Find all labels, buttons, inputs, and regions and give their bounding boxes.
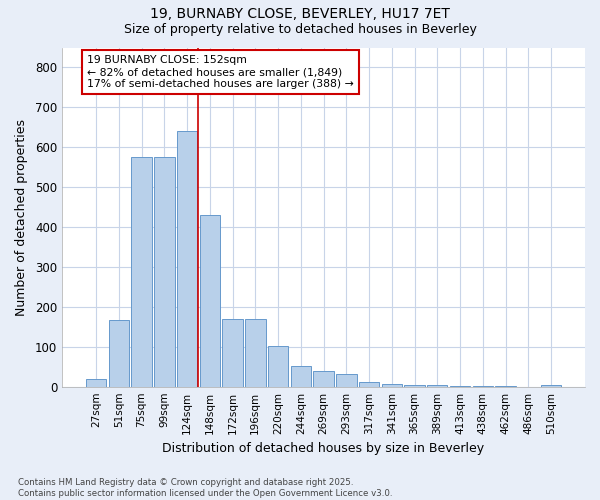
- Bar: [177, 132, 197, 386]
- Text: Size of property relative to detached houses in Beverley: Size of property relative to detached ho…: [124, 22, 476, 36]
- Bar: [541, 384, 561, 386]
- Bar: [382, 384, 402, 386]
- Bar: [290, 366, 311, 386]
- Bar: [313, 370, 334, 386]
- Bar: [336, 374, 356, 386]
- Bar: [268, 346, 288, 387]
- Text: 19 BURNABY CLOSE: 152sqm
← 82% of detached houses are smaller (1,849)
17% of sem: 19 BURNABY CLOSE: 152sqm ← 82% of detach…: [87, 56, 354, 88]
- Text: Contains HM Land Registry data © Crown copyright and database right 2025.
Contai: Contains HM Land Registry data © Crown c…: [18, 478, 392, 498]
- Bar: [404, 385, 425, 386]
- Bar: [109, 320, 129, 386]
- Bar: [359, 382, 379, 386]
- Bar: [131, 157, 152, 386]
- Bar: [86, 378, 106, 386]
- Text: 19, BURNABY CLOSE, BEVERLEY, HU17 7ET: 19, BURNABY CLOSE, BEVERLEY, HU17 7ET: [150, 8, 450, 22]
- Bar: [245, 319, 266, 386]
- Bar: [223, 319, 243, 386]
- Bar: [200, 215, 220, 386]
- X-axis label: Distribution of detached houses by size in Beverley: Distribution of detached houses by size …: [163, 442, 485, 455]
- Bar: [154, 157, 175, 386]
- Y-axis label: Number of detached properties: Number of detached properties: [15, 118, 28, 316]
